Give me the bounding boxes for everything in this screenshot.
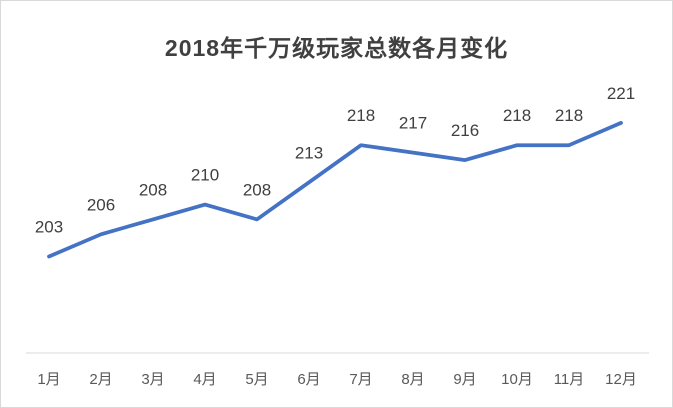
data-label: 206: [87, 195, 115, 214]
data-label: 208: [243, 180, 271, 199]
data-label: 210: [191, 166, 219, 185]
data-label: 213: [295, 143, 323, 162]
data-label: 208: [139, 180, 167, 199]
data-label: 218: [555, 106, 583, 125]
x-axis-label: 8月: [401, 371, 424, 388]
data-label: 221: [607, 84, 635, 103]
x-axis-label: 6月: [297, 371, 320, 388]
data-label: 217: [399, 114, 427, 133]
x-axis-label: 5月: [245, 371, 268, 388]
data-label: 218: [503, 106, 531, 125]
x-axis-label: 2月: [89, 371, 112, 388]
chart-title: 2018年千万级玩家总数各月变化: [164, 35, 509, 61]
x-axis-label: 9月: [453, 371, 476, 388]
data-label: 218: [347, 106, 375, 125]
x-axis-label: 1月: [37, 371, 60, 388]
x-axis-label: 10月: [501, 371, 533, 388]
data-label: 216: [451, 121, 479, 140]
x-axis-label: 12月: [605, 371, 637, 388]
x-axis-label: 11月: [554, 371, 585, 388]
x-axis-label: 7月: [349, 371, 372, 388]
series-line: [47, 121, 623, 259]
x-axis-label: 3月: [141, 371, 164, 388]
x-axis-label: 4月: [193, 371, 216, 388]
data-label: 203: [35, 218, 63, 237]
